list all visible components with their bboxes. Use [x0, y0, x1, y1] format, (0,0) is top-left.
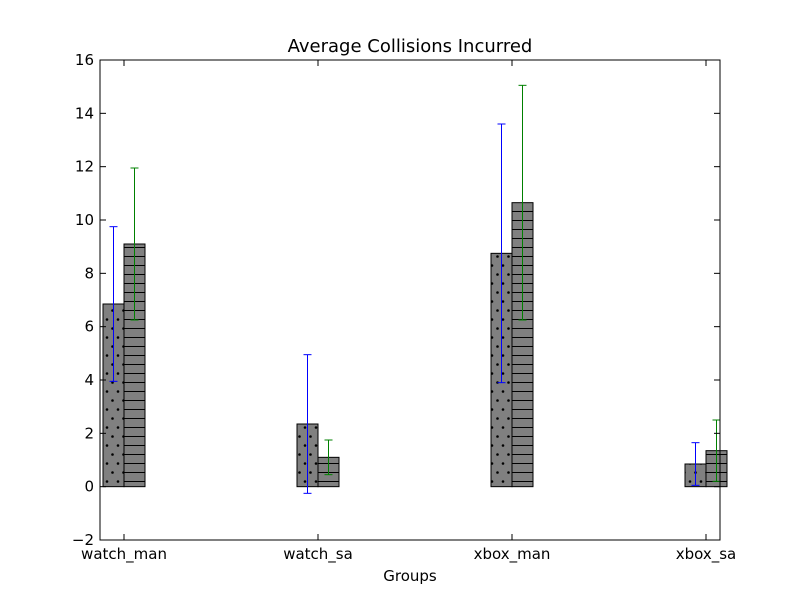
- x-tick-label-xbox_sa: xbox_sa: [676, 545, 737, 564]
- x-tick-label-watch_man: watch_man: [81, 545, 167, 564]
- error-bar-series1-watch_sa: [303, 354, 312, 494]
- y-tick-label: 10: [75, 211, 94, 229]
- y-tick-label: 12: [75, 158, 94, 176]
- y-tick-label: 2: [84, 424, 94, 442]
- bars-layer: [102, 202, 728, 488]
- x-tick-label-xbox_man: xbox_man: [474, 545, 551, 564]
- plot-frame: [99, 59, 721, 541]
- x-tick-label-watch_sa: watch_sa: [283, 545, 353, 564]
- axis-ticks: −2 0 2 4 6 8 10 12 14 16 watch_man watch_sa xbox_man…: [72, 51, 736, 564]
- error-bar-series1-xbox_sa: [691, 442, 700, 486]
- y-tick-label: 14: [75, 104, 94, 122]
- error-bars-layer: [109, 84, 721, 494]
- error-bar-series2-xbox_sa: [712, 419, 721, 482]
- error-bar-series1-xbox_man: [497, 123, 506, 384]
- error-bar-series2-xbox_man: [518, 84, 527, 321]
- error-bar-series2-watch_man: [130, 167, 139, 321]
- y-tick-label: 8: [84, 264, 94, 282]
- x-axis-label: Groups: [383, 567, 437, 585]
- y-tick-label: 0: [84, 478, 94, 496]
- y-tick-label: 6: [84, 318, 94, 336]
- y-tick-label: 16: [75, 51, 94, 69]
- y-tick-label: 4: [84, 371, 94, 389]
- error-bar-series2-watch_sa: [324, 439, 333, 476]
- y-tick-label: −2: [72, 531, 94, 549]
- error-bar-series1-watch_man: [109, 226, 118, 382]
- chart-title: Average Collisions Incurred: [288, 36, 533, 57]
